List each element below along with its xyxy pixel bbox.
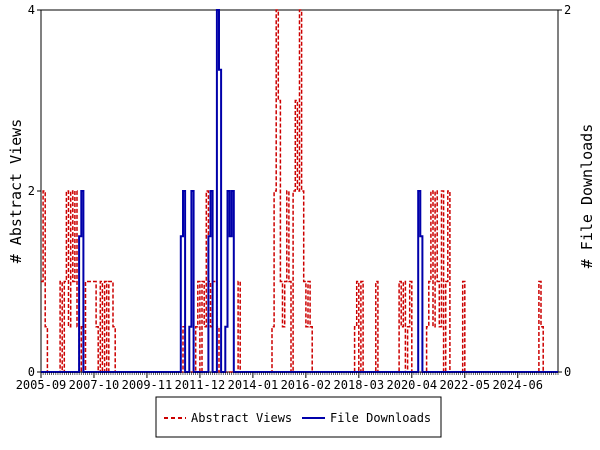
- x-tick-label: 2016-02: [281, 378, 332, 392]
- legend-label-file-downloads: File Downloads: [330, 411, 431, 425]
- x-tick-label: 2014-01: [228, 378, 279, 392]
- x-tick-label: 2009-11: [122, 378, 173, 392]
- y-tick-label-left: 2: [28, 184, 35, 198]
- x-tick-label: 2005-09: [16, 378, 67, 392]
- axes-layer: 2005-09 2007-10 2009-11 2011-12 2014-01 2016-…: [16, 3, 572, 392]
- y-axis-title-right: # File Downloads: [578, 124, 596, 269]
- x-tick-label: 2018-03: [334, 378, 385, 392]
- legend-box: [155, 396, 442, 438]
- y-tick-label-left: 0: [28, 365, 35, 379]
- legend-label-abstract-views: Abstract Views: [191, 411, 292, 425]
- y-axis-title-left: # Abstract Views: [7, 119, 25, 264]
- x-tick-label: 2022-05: [439, 378, 490, 392]
- x-tick-label: 2011-12: [175, 378, 226, 392]
- x-tick-label: 2020-04: [387, 378, 438, 392]
- y-tick-label-right: 0: [564, 365, 571, 379]
- y-tick-label-right: 2: [564, 3, 571, 17]
- x-tick-label: 2024-06: [492, 378, 543, 392]
- legend: Abstract Views File Downloads: [155, 396, 442, 438]
- y-tick-label-left: 4: [28, 3, 35, 17]
- x-tick-label: 2007-10: [69, 378, 120, 392]
